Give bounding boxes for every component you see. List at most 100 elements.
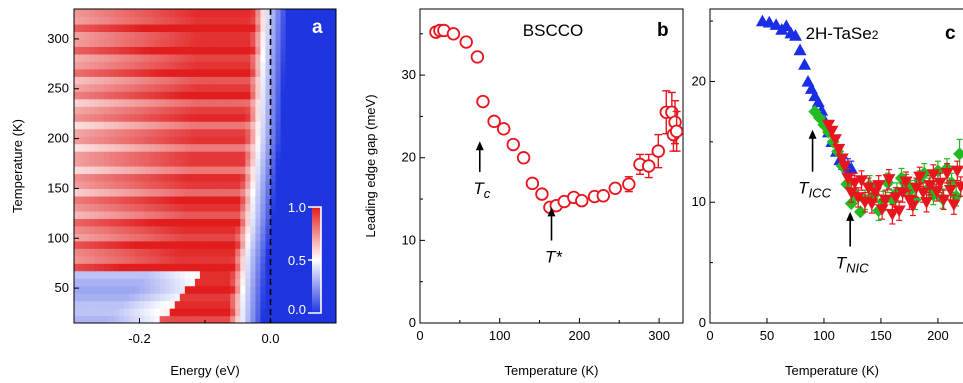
heatmap-cell xyxy=(235,91,241,100)
heatmap-cell xyxy=(74,76,80,85)
panel-b-point xyxy=(575,194,589,208)
heatmap-cell xyxy=(199,23,206,33)
heatmap-cell xyxy=(330,233,336,242)
heatmap-cell xyxy=(159,31,166,40)
heatmap-cell xyxy=(184,270,191,279)
heatmap-cell xyxy=(320,46,327,55)
heatmap-cell xyxy=(139,158,146,167)
heatmap-cell xyxy=(114,308,120,317)
heatmap-cell xyxy=(169,113,176,122)
heatmap-cell xyxy=(305,46,312,55)
heatmap-cell xyxy=(330,285,336,294)
panel-c-point-triangle-up xyxy=(779,19,793,32)
heatmap-cell xyxy=(295,61,302,70)
heatmap-cell xyxy=(315,31,322,40)
heatmap-cell xyxy=(99,151,105,160)
heatmap-cell xyxy=(149,293,156,302)
heatmap-cell xyxy=(99,173,105,182)
heatmap-cell xyxy=(169,46,176,55)
heatmap-cell xyxy=(79,113,85,122)
heatmap-cell xyxy=(300,136,307,145)
heatmap-cell xyxy=(250,16,256,25)
panel-c-title-main: 2H-TaSe xyxy=(806,24,872,43)
heatmap-cell xyxy=(285,76,292,85)
heatmap-cell xyxy=(310,76,317,85)
heatmap-cell xyxy=(320,23,327,33)
heatmap-cell xyxy=(144,121,151,130)
heatmap-cell xyxy=(285,210,292,219)
heatmap-cell xyxy=(300,270,307,279)
heatmap-cell xyxy=(260,285,267,294)
heatmap-cell xyxy=(290,218,297,227)
heatmap-cell xyxy=(79,285,85,294)
heatmap-cell xyxy=(144,300,151,309)
heatmap-cell xyxy=(164,128,171,137)
heatmap-cell xyxy=(240,83,246,92)
heatmap-cell xyxy=(215,98,221,107)
heatmap-cell xyxy=(270,166,277,175)
heatmap-cell xyxy=(305,180,312,190)
heatmap-cell xyxy=(199,68,206,77)
heatmap-cell xyxy=(205,46,211,55)
heatmap-cell xyxy=(84,293,90,302)
colorbar-label-2: 1.0 xyxy=(288,200,306,215)
heatmap-cell xyxy=(220,210,226,219)
heatmap-cell xyxy=(230,225,236,234)
heatmap-cell xyxy=(330,166,336,175)
heatmap-cell xyxy=(174,210,181,219)
heatmap-cell xyxy=(265,210,272,219)
heatmap-cell xyxy=(210,240,216,249)
heatmap-cell xyxy=(330,46,336,55)
heatmap-cell xyxy=(240,285,246,294)
heatmap-cell xyxy=(194,180,201,190)
heatmap-cell xyxy=(285,166,292,175)
heatmap-cell xyxy=(129,248,136,257)
heatmap-cell xyxy=(184,98,191,107)
heatmap-cell xyxy=(285,233,292,242)
heatmap-cell xyxy=(245,278,251,287)
heatmap-cell xyxy=(79,233,85,242)
heatmap-cell xyxy=(220,248,226,257)
heatmap-cell xyxy=(89,23,95,33)
heatmap-cell xyxy=(320,121,327,130)
heatmap-cell xyxy=(230,315,236,323)
heatmap-cell xyxy=(124,180,131,190)
heatmap-cell xyxy=(89,31,95,40)
heatmap-cell xyxy=(320,278,327,287)
heatmap-cell xyxy=(89,151,95,160)
heatmap-cell xyxy=(144,16,151,25)
heatmap-cell xyxy=(220,128,226,137)
heatmap-cell xyxy=(154,76,161,85)
heatmap-cell xyxy=(290,151,297,160)
heatmap-cell xyxy=(230,308,236,317)
heatmap-cell xyxy=(280,91,287,100)
heatmap-cell xyxy=(300,195,307,204)
heatmap-cell xyxy=(129,143,136,152)
heatmap-cell xyxy=(210,113,216,122)
heatmap-cell xyxy=(129,106,136,115)
heatmap-cell xyxy=(164,173,171,182)
heatmap-cell xyxy=(205,248,211,257)
heatmap-cell xyxy=(285,188,292,197)
heatmap-cell xyxy=(235,158,241,167)
heatmap-cell xyxy=(235,143,241,152)
heatmap-cell xyxy=(235,180,241,190)
heatmap-cell xyxy=(260,128,267,137)
heatmap-cell xyxy=(104,218,110,227)
heatmap-cell xyxy=(199,76,206,85)
heatmap-cell xyxy=(159,203,166,212)
heatmap-cell xyxy=(184,38,191,47)
heatmap-cell xyxy=(270,128,277,137)
heatmap-cell xyxy=(270,195,277,204)
heatmap-cell xyxy=(305,263,312,272)
heatmap-cell xyxy=(174,83,181,92)
heatmap-cell xyxy=(330,308,336,317)
heatmap-cell xyxy=(114,151,120,160)
heatmap-cell xyxy=(139,9,146,18)
heatmap-cell xyxy=(330,98,336,107)
heatmap-cell xyxy=(114,248,120,257)
heatmap-cell xyxy=(139,263,146,272)
heatmap-cell xyxy=(255,300,262,309)
heatmap-cell xyxy=(189,188,196,197)
heatmap-cell xyxy=(114,218,120,227)
